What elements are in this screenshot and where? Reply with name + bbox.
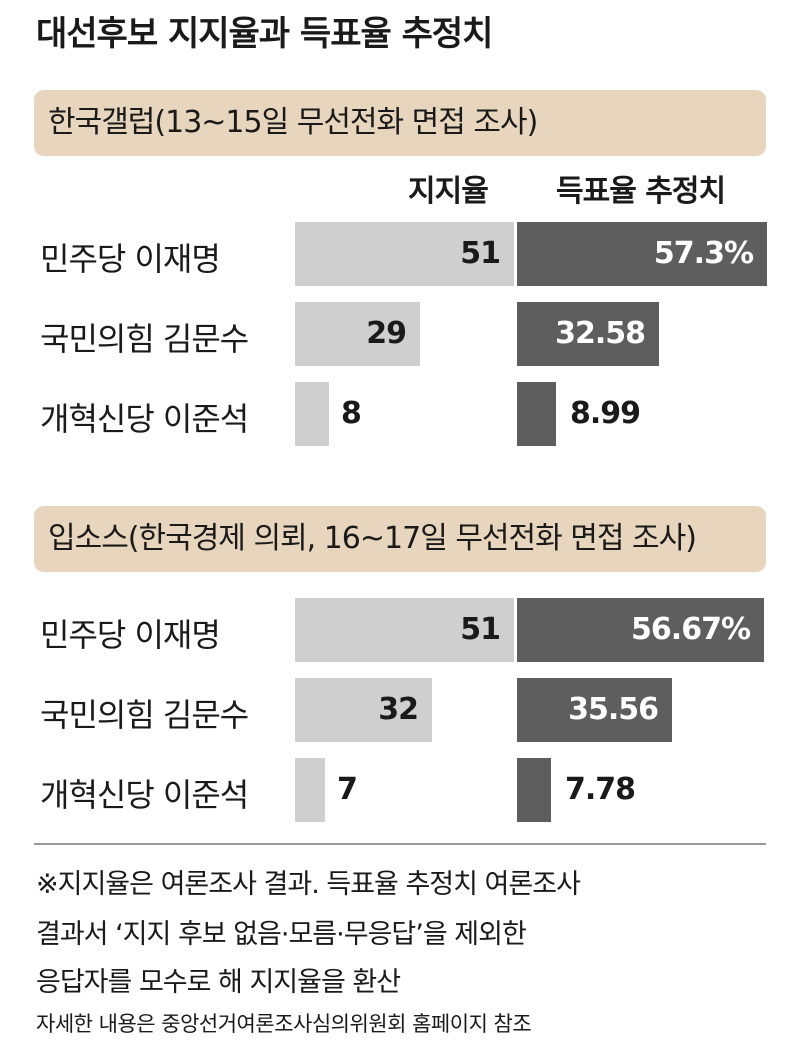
- row-label: 국민의힘 김문수: [40, 696, 249, 734]
- support-value-label: 32: [378, 692, 419, 727]
- support-value-label: 7: [337, 772, 358, 807]
- support-bar: [295, 382, 329, 446]
- estimate-bar: [517, 758, 551, 822]
- estimate-bar: [517, 222, 767, 286]
- support-bar: [295, 678, 432, 742]
- row-label: 민주당 이재명: [40, 240, 221, 278]
- footnote-line-2: 결과서 ‘지지 후보 없음·모름·무응답’을 제외한: [36, 919, 527, 950]
- estimate-value-label: 32.58: [555, 316, 646, 351]
- estimate-value-label: 7.78: [565, 772, 636, 807]
- chart-title: 대선후보 지지율과 득표율 추정치: [36, 14, 493, 54]
- column-header-estimate: 득표율 추정치: [556, 174, 726, 209]
- section-header-ipsos: 입소스(한국경제 의뢰, 16~17일 무선전화 면접 조사): [34, 506, 766, 572]
- support-bar: [295, 222, 514, 286]
- estimate-bar: [517, 302, 659, 366]
- support-value-label: 29: [366, 316, 407, 351]
- row-label: 개혁신당 이준석: [40, 776, 249, 814]
- divider: [34, 843, 766, 845]
- column-header-support: 지지율: [408, 174, 489, 209]
- source-note: 자세한 내용은 중앙선거여론조사심의위원회 홈페이지 참조: [36, 1012, 532, 1036]
- support-value-label: 8: [341, 396, 362, 431]
- support-bar: [295, 302, 420, 366]
- estimate-value-label: 35.56: [568, 692, 659, 727]
- row-label: 민주당 이재명: [40, 616, 221, 654]
- estimate-bar: [517, 678, 672, 742]
- support-value-label: 51: [460, 612, 501, 647]
- footnote-line-3: 응답자를 모수로 해 지지율을 환산: [36, 967, 401, 998]
- estimate-bar: [517, 382, 556, 446]
- row-label: 국민의힘 김문수: [40, 320, 249, 358]
- estimate-value-label: 8.99: [570, 396, 641, 431]
- row-label: 개혁신당 이준석: [40, 400, 249, 438]
- support-value-label: 51: [460, 236, 501, 271]
- footnote-line-1: ※지지율은 여론조사 결과. 득표율 추정치 여론조사: [36, 869, 581, 900]
- estimate-bar: [517, 598, 764, 662]
- support-bar: [295, 758, 325, 822]
- section-header-gallup: 한국갤럽(13~15일 무선전화 면접 조사): [34, 90, 766, 156]
- estimate-value-label: 56.67%: [631, 612, 751, 647]
- estimate-value-label: 57.3%: [653, 236, 754, 271]
- support-bar: [295, 598, 514, 662]
